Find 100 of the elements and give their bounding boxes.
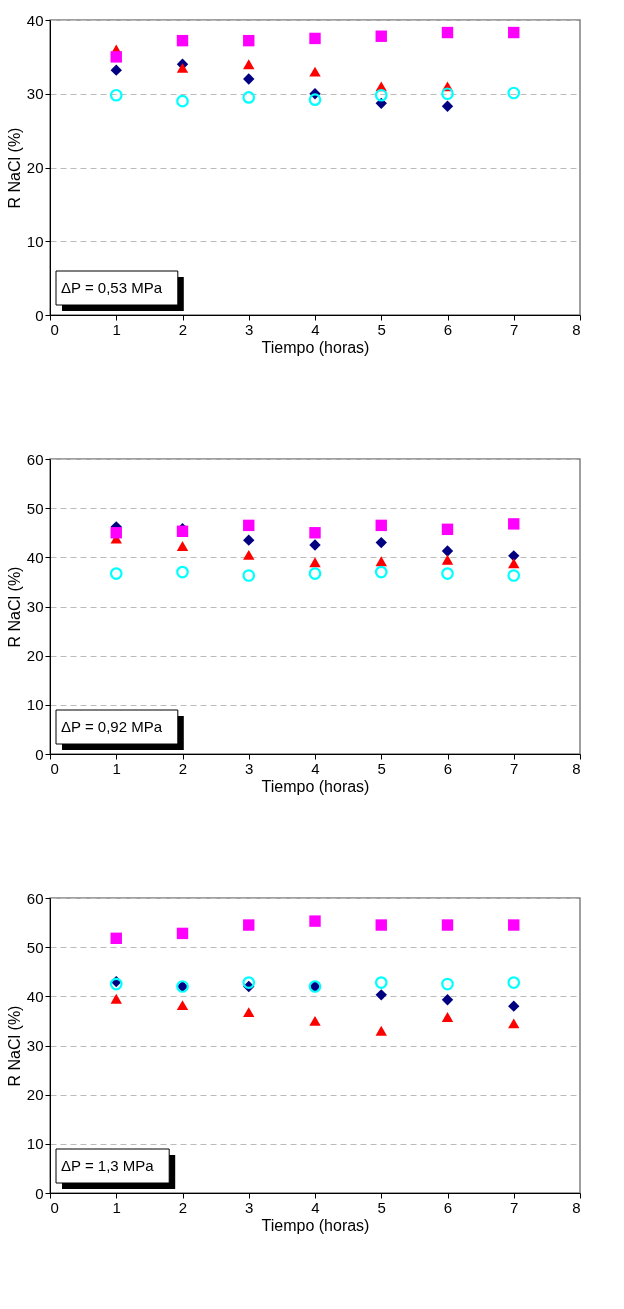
point (242, 976, 256, 989)
point (375, 989, 387, 1001)
point (243, 549, 255, 560)
y-tick-label: 30 (26, 598, 44, 615)
point (110, 932, 122, 945)
x-tick-label: 1 (112, 320, 121, 338)
y-tick-label: 50 (26, 499, 44, 517)
x-tick-label: 5 (377, 759, 386, 777)
point (243, 34, 255, 47)
point (375, 556, 387, 567)
point (109, 88, 123, 102)
x-tick-label: 0 (50, 759, 59, 777)
x-tick-label: 6 (443, 1198, 453, 1216)
point (110, 993, 122, 1004)
y-tick-label: 10 (26, 232, 44, 250)
x-tick-label: 2 (178, 1198, 188, 1216)
point (242, 569, 256, 582)
point (507, 569, 521, 582)
point (243, 534, 255, 546)
annotation: ΔP = 0,92 MPa (61, 718, 163, 735)
point (110, 51, 122, 63)
point (309, 66, 321, 77)
point (441, 100, 454, 112)
y-tick-label: 0 (35, 1184, 44, 1202)
point (507, 86, 521, 100)
y-tick-label: 0 (35, 306, 44, 324)
point (441, 567, 454, 580)
point (508, 1000, 520, 1012)
x-tick-label: 3 (245, 320, 254, 338)
point (243, 519, 255, 532)
point (176, 34, 189, 47)
y-tick-label: 60 (26, 450, 44, 468)
point (309, 557, 321, 568)
x-axis-title: Tiempo (horas) (261, 1216, 370, 1234)
x-axis-title: Tiempo (horas) (261, 777, 370, 795)
annotation: ΔP = 0,53 MPa (61, 279, 163, 296)
point (375, 919, 387, 931)
point (508, 26, 520, 39)
point (308, 567, 322, 580)
x-tick-label: 4 (311, 320, 320, 338)
x-tick-label: 5 (377, 1198, 386, 1216)
point (441, 554, 454, 565)
y-tick-label: 0 (35, 745, 44, 763)
y-tick-label: 30 (26, 1037, 44, 1054)
y-tick-label: 40 (26, 548, 44, 566)
point (441, 919, 454, 931)
x-tick-label: 3 (245, 759, 254, 777)
point (441, 26, 454, 39)
y-tick-label: 60 (26, 889, 44, 907)
point (243, 59, 255, 70)
x-tick-label: 8 (572, 320, 581, 338)
y-axis-title: R NaCl (%) (5, 127, 23, 209)
point (375, 1025, 387, 1036)
point (508, 919, 520, 931)
x-tick-label: 7 (510, 1198, 519, 1216)
point (441, 1012, 454, 1022)
point (176, 565, 189, 579)
point (176, 541, 189, 551)
point (309, 1015, 321, 1026)
x-tick-label: 7 (510, 759, 519, 777)
point (176, 1000, 189, 1011)
x-tick-label: 0 (50, 320, 59, 338)
point (242, 91, 256, 104)
point (176, 94, 189, 108)
point (110, 527, 122, 539)
y-tick-label: 40 (26, 11, 44, 29)
y-tick-label: 10 (26, 696, 44, 714)
point (375, 519, 387, 532)
y-tick-label: 20 (26, 159, 44, 176)
point (308, 93, 322, 106)
x-tick-label: 4 (311, 759, 320, 777)
point (309, 915, 321, 927)
point (309, 539, 321, 551)
x-tick-label: 5 (377, 320, 386, 338)
x-tick-label: 4 (311, 1198, 320, 1216)
x-tick-label: 2 (178, 759, 188, 777)
point (508, 550, 520, 562)
x-tick-label: 8 (572, 1198, 581, 1216)
x-tick-label: 0 (50, 1198, 59, 1216)
point (508, 1018, 520, 1029)
x-axis-title: Tiempo (horas) (261, 338, 370, 356)
y-tick-label: 30 (26, 85, 44, 103)
y-tick-label: 20 (26, 647, 44, 665)
point (441, 545, 454, 557)
point (109, 567, 123, 580)
x-tick-label: 2 (178, 320, 188, 338)
y-tick-label: 50 (26, 938, 44, 956)
y-axis-title: R NaCl (%) (5, 566, 23, 648)
point (243, 73, 255, 85)
point (309, 32, 321, 45)
annotation: ΔP = 1,3 MPa (61, 1157, 155, 1174)
y-tick-label: 40 (26, 987, 44, 1005)
x-tick-label: 3 (245, 1198, 254, 1216)
point (375, 30, 387, 42)
x-tick-label: 6 (443, 320, 453, 338)
point (243, 1007, 255, 1017)
y-tick-label: 10 (26, 1135, 44, 1153)
point (176, 927, 189, 940)
point (441, 994, 454, 1006)
point (374, 88, 388, 102)
